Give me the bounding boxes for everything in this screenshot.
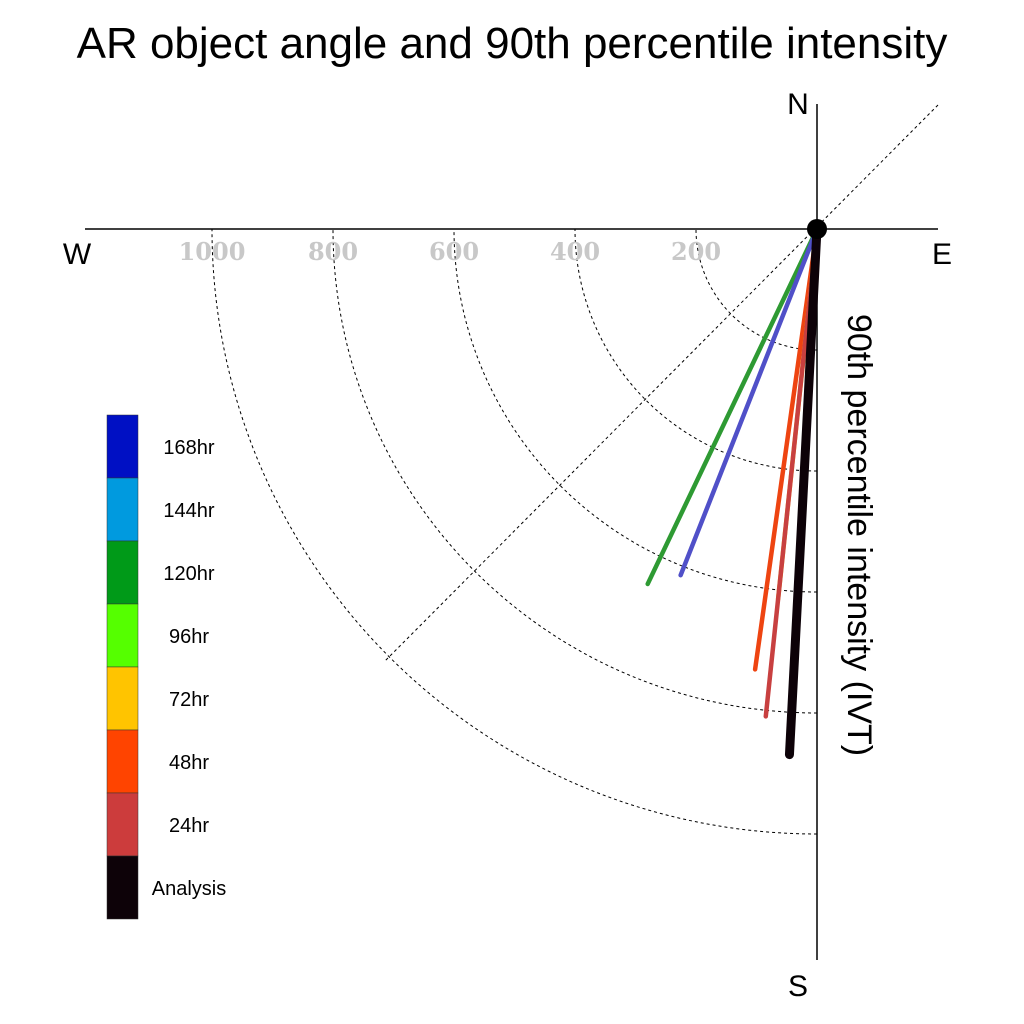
- legend-swatch-24hr: [106, 792, 139, 857]
- west-label: W: [63, 238, 92, 271]
- series-line-48hr: [752, 226, 820, 672]
- legend-label-72hr: 72hr: [169, 689, 209, 711]
- legend-label-168hr: 168hr: [163, 437, 214, 459]
- series-line-120hr: [645, 226, 820, 587]
- origin-point: [807, 219, 827, 239]
- legend-label-96hr: 96hr: [169, 626, 209, 648]
- radial-tick-labels: 200 400 600 800 1000: [179, 237, 721, 266]
- legend-swatch-144hr: [106, 477, 139, 542]
- radial-tick-label-2: 600: [429, 237, 479, 266]
- legend-label-48hr: 48hr: [169, 752, 209, 774]
- legend-swatch-120hr: [106, 540, 139, 605]
- legend-swatch-72hr: [106, 666, 139, 731]
- chart-title: AR object angle and 90th percentile inte…: [77, 19, 948, 68]
- grid-arc-4: [211, 228, 818, 835]
- series-line-168hr: [678, 226, 820, 578]
- radial-tick-label-0: 200: [671, 237, 721, 266]
- series-lines: [645, 224, 822, 760]
- grid-arc-3: [332, 228, 818, 714]
- radial-tick-label-4: 1000: [179, 237, 246, 266]
- radial-tick-label-3: 800: [308, 237, 358, 266]
- polar-grid: [211, 228, 818, 835]
- north-label: N: [787, 88, 809, 121]
- legend-swatch-96hr: [106, 603, 139, 668]
- south-label: S: [788, 970, 808, 1003]
- legend-label-144hr: 144hr: [163, 500, 214, 522]
- legend: 168hr 144hr 120hr 96hr 72hr 48hr 24hr Analysis: [106, 414, 226, 920]
- east-label: E: [932, 238, 952, 271]
- legend-label-analysis: Analysis: [152, 878, 226, 900]
- compass-axes: N S E W: [63, 88, 952, 1003]
- radial-axis-label: 90th percentile intensity (IVT): [840, 314, 878, 756]
- grid-arc-2: [453, 228, 818, 593]
- radial-tick-label-1: 400: [550, 237, 600, 266]
- grid-arc-1: [574, 228, 818, 472]
- legend-swatch-168hr: [106, 414, 139, 479]
- diagonal-guide: [384, 104, 939, 662]
- grid-arc-0: [695, 228, 818, 351]
- legend-swatch-48hr: [106, 729, 139, 794]
- legend-label-120hr: 120hr: [163, 563, 214, 585]
- legend-swatch-analysis: [106, 855, 139, 920]
- series-line-analysis: [784, 224, 822, 760]
- legend-label-24hr: 24hr: [169, 815, 209, 837]
